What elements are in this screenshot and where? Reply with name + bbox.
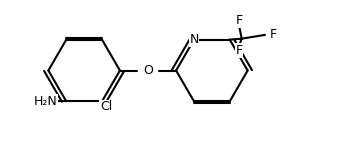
Text: F: F [269, 28, 277, 41]
Text: F: F [235, 14, 242, 27]
Text: F: F [235, 44, 242, 57]
Text: H₂N: H₂N [34, 95, 58, 108]
Text: N: N [189, 33, 199, 46]
Text: O: O [143, 64, 153, 77]
Text: Cl: Cl [100, 100, 112, 113]
